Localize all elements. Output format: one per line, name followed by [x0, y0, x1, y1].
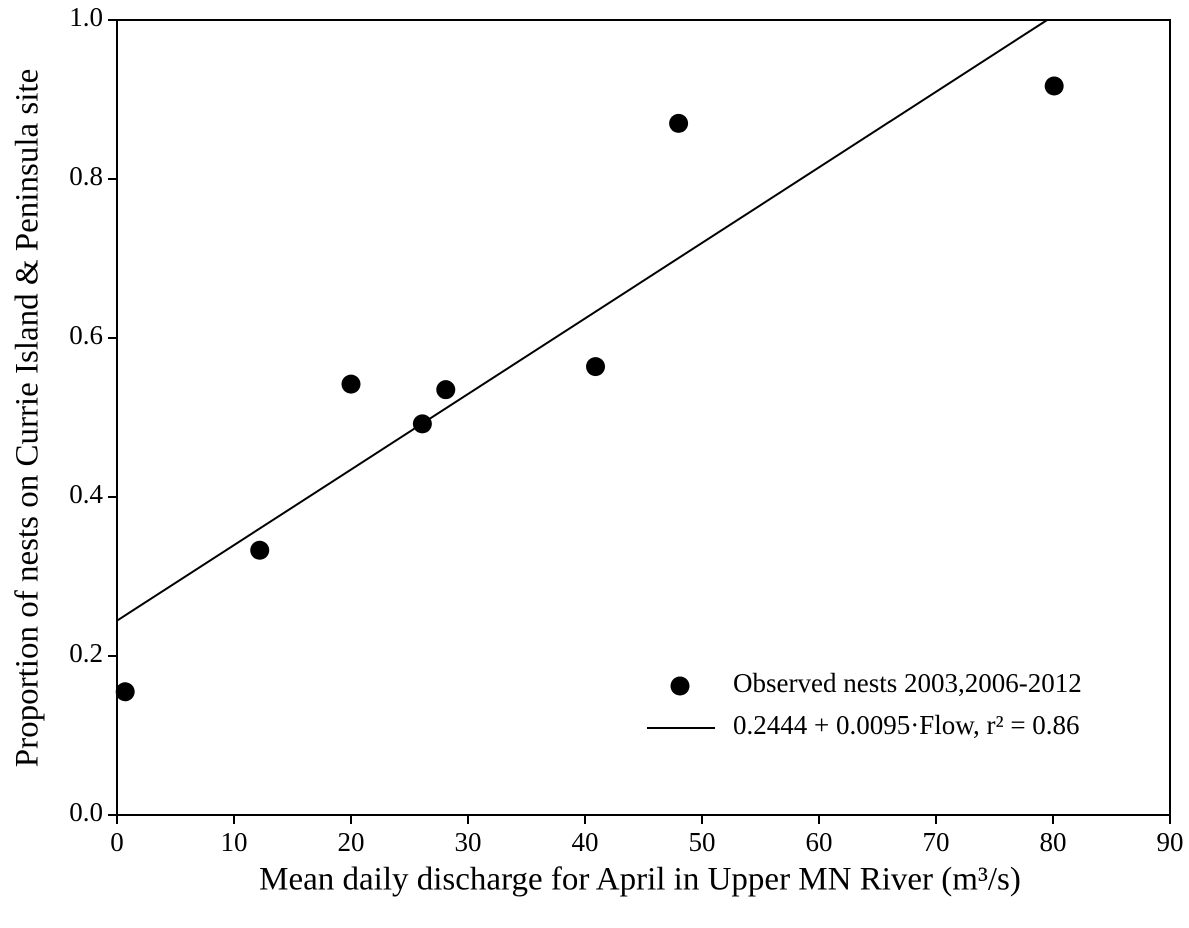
- y-tick-label: 0.8: [69, 161, 103, 191]
- x-tick-label: 50: [689, 827, 716, 857]
- x-tick-label: 0: [110, 827, 124, 857]
- data-point: [436, 380, 456, 400]
- x-tick-label: 60: [806, 827, 833, 857]
- data-point: [115, 682, 135, 702]
- y-tick-label: 0.6: [69, 320, 103, 350]
- fit-line: [116, 19, 1048, 622]
- x-tick-label: 20: [338, 827, 365, 857]
- y-tick-label: 0.0: [69, 797, 103, 827]
- y-tick-label: 0.4: [69, 479, 103, 509]
- data-point: [250, 540, 270, 560]
- x-tick-label: 10: [221, 827, 248, 857]
- x-tick-label: 40: [572, 827, 599, 857]
- y-tick-label: 1.0: [69, 2, 103, 32]
- x-tick-label: 70: [923, 827, 950, 857]
- x-tick-label: 30: [455, 827, 482, 857]
- plot-frame: [116, 19, 1171, 816]
- data-point: [1044, 76, 1064, 96]
- legend-label: 0.2444 + 0.0095·Flow, r² = 0.86: [733, 710, 1080, 740]
- y-axis-label: Proportion of nests on Currie Island & P…: [10, 69, 46, 767]
- x-tick-label: 90: [1157, 827, 1184, 857]
- x-axis-label: Mean daily discharge for April in Upper …: [259, 862, 1021, 898]
- data-point: [341, 374, 361, 394]
- y-tick-label: 0.2: [69, 638, 103, 668]
- x-tick-label: 80: [1040, 827, 1067, 857]
- legend-marker: [670, 676, 690, 696]
- data-point: [586, 357, 606, 377]
- data-point: [669, 113, 689, 133]
- legend-label: Observed nests 2003,2006-2012: [733, 668, 1082, 698]
